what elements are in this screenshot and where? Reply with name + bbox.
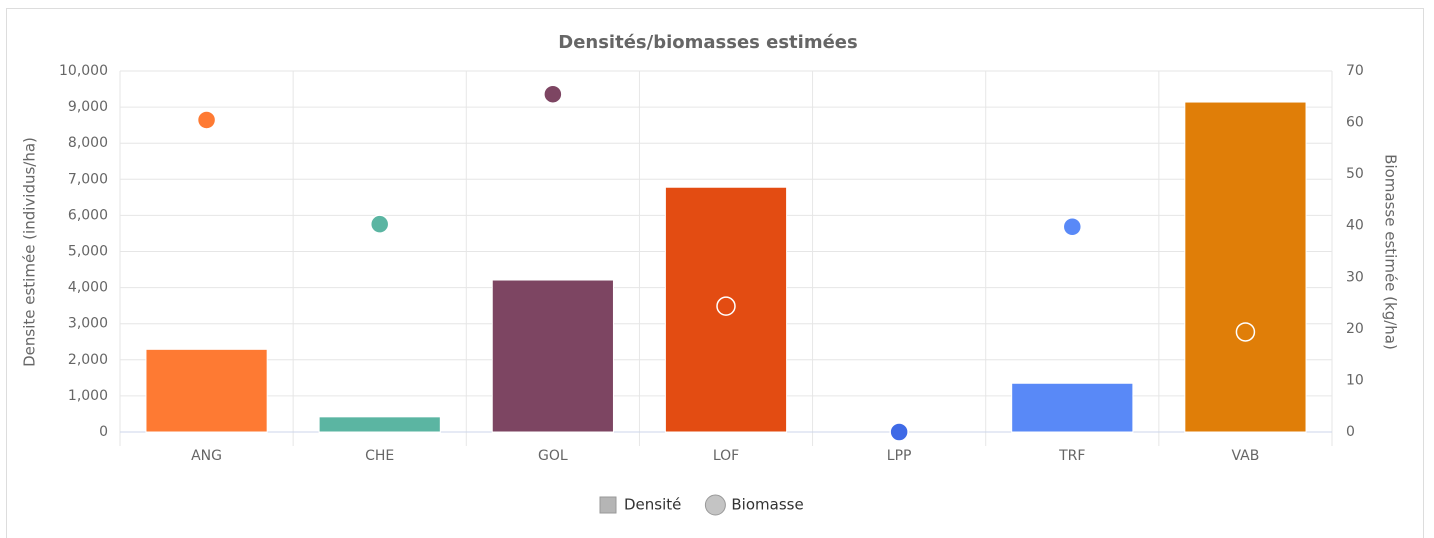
- point: [196, 110, 217, 130]
- y-tick-label: 1,000: [68, 388, 108, 404]
- point: [716, 296, 736, 316]
- point: [369, 214, 390, 234]
- x-tick-label: TRF: [1058, 448, 1085, 464]
- y2-tick-label: 0: [1346, 424, 1355, 440]
- y2-axis-title: Biomasse estimée (kg/ha): [1382, 154, 1400, 350]
- y2-tick-label: 50: [1346, 166, 1364, 182]
- y-tick-label: 7,000: [68, 171, 108, 187]
- x-tick-label: VAB: [1231, 448, 1259, 464]
- x-tick-label: CHE: [365, 448, 394, 464]
- y-tick-label: 2,000: [68, 352, 108, 368]
- y-tick-label: 10,000: [59, 63, 108, 79]
- y-tick-label: 4,000: [68, 280, 108, 296]
- legend-label: Densité: [624, 496, 681, 514]
- bar: [318, 416, 441, 433]
- y-tick-label: 5,000: [68, 244, 108, 260]
- legend-swatch: [704, 494, 726, 516]
- x-tick-label: LOF: [713, 448, 739, 464]
- y-tick-label: 9,000: [68, 99, 108, 115]
- legend-swatch: [599, 496, 617, 514]
- y-axis-title: Densite estimée (individus/ha): [21, 137, 39, 367]
- y-tick-label: 8,000: [68, 135, 108, 151]
- legend-label: Biomasse: [731, 496, 803, 514]
- x-tick-label: ANG: [191, 448, 222, 464]
- x-tick-label: LPP: [887, 448, 912, 464]
- y-tick-label: 0: [99, 424, 108, 440]
- bar: [491, 279, 614, 433]
- bar: [1011, 382, 1134, 433]
- y-tick-label: 6,000: [68, 207, 108, 223]
- point: [1235, 322, 1256, 342]
- chart-title: Densités/biomasses estimées: [558, 32, 857, 53]
- y2-tick-label: 20: [1346, 321, 1364, 337]
- point: [543, 84, 563, 104]
- y2-tick-label: 70: [1346, 63, 1364, 79]
- y2-tick-label: 30: [1346, 269, 1364, 285]
- point: [1062, 216, 1083, 237]
- y2-tick-label: 40: [1346, 218, 1364, 234]
- bar: [145, 348, 268, 433]
- point: [889, 422, 909, 442]
- y2-tick-label: 10: [1346, 372, 1364, 388]
- x-tick-label: GOL: [538, 448, 568, 464]
- bar: [1184, 101, 1307, 433]
- y2-tick-label: 60: [1346, 115, 1364, 131]
- y-tick-label: 3,000: [68, 316, 108, 332]
